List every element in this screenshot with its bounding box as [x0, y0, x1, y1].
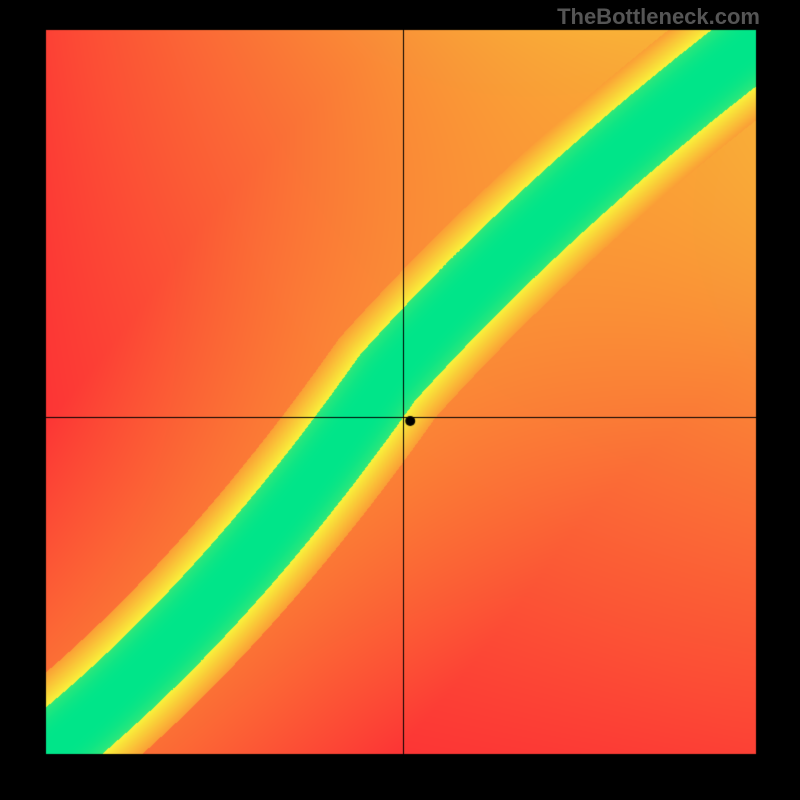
bottleneck-heatmap — [0, 0, 800, 800]
chart-container: TheBottleneck.com — [0, 0, 800, 800]
watermark-text: TheBottleneck.com — [557, 4, 760, 30]
